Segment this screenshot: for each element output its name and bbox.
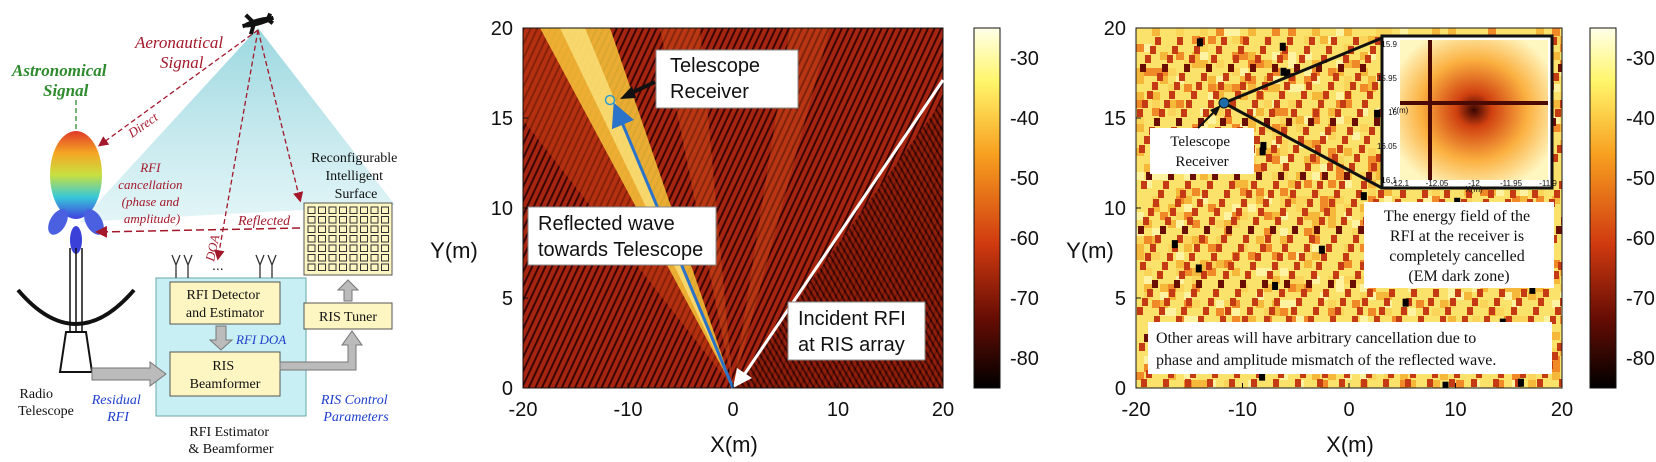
field-plot-middle: Telescope Receiver Reflected wave toward… (430, 18, 954, 457)
aero-beam-cone (80, 28, 395, 222)
incident-rfi-arrow (740, 79, 945, 379)
colorbar-tick: -60 (1626, 228, 1655, 250)
airplane-icon (242, 12, 275, 35)
radio-telescope-label: Radio Telescope (18, 387, 74, 419)
reflected-wave-annotation: Reflected wave towards Telescope (538, 213, 703, 261)
incident-rfi-annotation: Incident RFI at RIS array (798, 308, 911, 356)
ris-surface (303, 202, 393, 276)
colorbar-tick: -70 (1626, 288, 1655, 310)
right-x-tick: 20 (1551, 399, 1573, 421)
rfi-doa-label: RFI DOA (235, 332, 286, 347)
right-x-tick: -10 (1228, 399, 1257, 421)
x-axis-label: X(m) (710, 432, 758, 457)
mid-x-tick: -10 (614, 399, 643, 421)
reflected-label: Reflected (237, 214, 291, 229)
direct-label: Direct (124, 109, 161, 141)
rfi-detector-label: RFI Detector and Estimator (186, 288, 264, 321)
ris-label: Reconfigurable Intelligent Surface (311, 151, 401, 202)
mid-y-tick: 20 (491, 18, 513, 40)
residual-rfi-label: Residual RFI (91, 393, 145, 425)
mid-x-tick: 0 (727, 399, 738, 421)
inset-y-label: Y(m) (1391, 106, 1409, 115)
antenna-ellipsis: ... (212, 257, 224, 273)
astro-signal-label: Astronomical Signal (11, 61, 111, 100)
right-y-tick: 10 (1104, 198, 1126, 220)
right-y-tick: 0 (1115, 378, 1126, 400)
colorbar-tick: -40 (1626, 108, 1655, 130)
antenna-array-icon (171, 254, 277, 278)
inset-y-tick: 16 (1388, 108, 1397, 117)
colorbar-tick: -30 (1626, 48, 1655, 70)
inset-x-tick: -11.9 (1539, 179, 1557, 188)
right-y-tick: 15 (1104, 108, 1126, 130)
right-y-tick: 20 (1104, 18, 1126, 40)
field-plot-right: -12.1 -12.05 -12 -11.95 -11.9 15.9 15.95 16 16.0… (1066, 18, 1573, 457)
reflected-path-1 (257, 29, 304, 203)
colorbar-tick: -80 (1010, 348, 1039, 370)
mid-y-tick: 5 (502, 288, 513, 310)
telescope-receiver-marker (604, 94, 616, 106)
estimator-block-label: RFI Estimator & Beamformer (188, 425, 273, 457)
rfi-cancellation-label: RFI cancellation (phase and amplitude) (118, 160, 186, 226)
rfi-detector-box (169, 281, 281, 325)
ris-beamformer-label: RIS Beamformer (190, 359, 261, 392)
colorbar-right: -30 -40 -50 -60 -70 -80 (1589, 27, 1655, 389)
inset-y-tick: 15.9 (1381, 40, 1397, 49)
inset-x-tick: -11.95 (1500, 179, 1523, 188)
colorbar-tick: -50 (1626, 168, 1655, 190)
system-diagram: Aeronautical Signal Astronomical Signal … (11, 12, 401, 457)
direct-path (97, 29, 259, 147)
ris-control-label: RIS Control Parameters (320, 393, 391, 425)
ris-tuner-box (303, 302, 393, 330)
inset-y-tick: 16.1 (1381, 176, 1397, 185)
x-axis-label-right: X(m) (1326, 432, 1374, 457)
inset-y-tick: 15.95 (1377, 74, 1398, 83)
right-y-tick: 5 (1115, 288, 1126, 310)
right-x-tick: -20 (1122, 399, 1151, 421)
ris-tuner-label: RIS Tuner (319, 310, 377, 325)
detector-to-beamformer-arrow (208, 325, 234, 351)
colorbar-tick: -80 (1626, 348, 1655, 370)
mid-y-tick: 10 (491, 198, 513, 220)
inset-x-label: X(m) (1465, 185, 1483, 194)
beamformer-to-tuner-arrow (279, 330, 363, 371)
mid-x-tick: 20 (932, 399, 954, 421)
mid-y-tick: 15 (491, 108, 513, 130)
reflected-path-2 (95, 225, 301, 238)
tuner-to-ris-arrow (336, 279, 360, 302)
zoom-inset: -12.1 -12.05 -12 -11.95 -11.9 15.9 15.95 16 16.0… (1377, 34, 1557, 194)
y-axis-label-right: Y(m) (1066, 238, 1114, 263)
inset-y-tick: 16.05 (1377, 142, 1398, 151)
telescope-to-beamformer-arrow (91, 361, 167, 387)
inset-x-tick: -12 (1468, 179, 1480, 188)
right-x-tick: 0 (1343, 399, 1354, 421)
inset-x-tick: -12.1 (1391, 179, 1410, 188)
inset-x-tick: -12.05 (1426, 179, 1449, 188)
mid-x-tick: 10 (827, 399, 849, 421)
colorbar-tick: -30 (1010, 48, 1039, 70)
telescope-receiver-marker-right (1218, 97, 1230, 109)
energy-note: The energy field of the RFI at the recei… (1384, 208, 1534, 285)
mid-x-tick: -20 (509, 399, 538, 421)
ris-beamformer-box (169, 351, 281, 397)
doa-label: DOA (202, 233, 222, 263)
antenna-pattern-icon (48, 131, 104, 254)
colorbar-tick: -60 (1010, 228, 1039, 250)
colorbar-tick: -70 (1010, 288, 1039, 310)
doa-path (214, 29, 259, 261)
colorbar-middle: -30 -40 -50 -60 -70 -80 (973, 27, 1039, 389)
radio-telescope-icon (16, 248, 136, 373)
telescope-receiver-annotation-right: Telescope Receiver (1170, 134, 1234, 170)
y-axis-label: Y(m) (430, 238, 478, 263)
telescope-receiver-annotation: Telescope Receiver (670, 55, 766, 103)
aero-signal-label: Aeronautical Signal (134, 33, 227, 72)
other-areas-note: Other areas will have arbitrary cancella… (1156, 330, 1496, 369)
right-x-tick: 10 (1444, 399, 1466, 421)
mid-y-tick: 0 (502, 378, 513, 400)
colorbar-tick: -40 (1010, 108, 1039, 130)
colorbar-tick: -50 (1010, 168, 1039, 190)
